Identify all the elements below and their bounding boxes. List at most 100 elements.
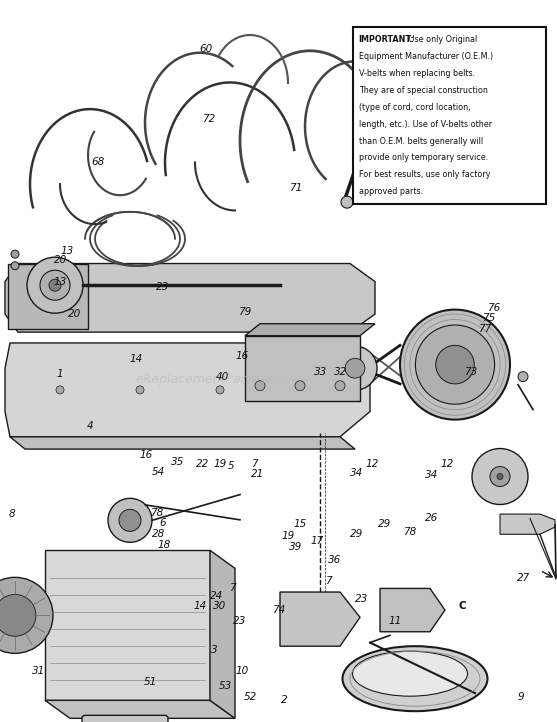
Text: 14: 14 <box>130 354 143 364</box>
Text: (type of cord, cord location,: (type of cord, cord location, <box>359 103 470 112</box>
Polygon shape <box>5 343 370 437</box>
Text: For best results, use only factory: For best results, use only factory <box>359 170 490 179</box>
Text: 72: 72 <box>202 114 216 124</box>
Text: than O.E.M. belts generally will: than O.E.M. belts generally will <box>359 136 483 146</box>
Circle shape <box>11 250 19 258</box>
Circle shape <box>490 466 510 487</box>
Text: 68: 68 <box>91 157 104 168</box>
Text: 26: 26 <box>425 513 438 523</box>
Text: 53: 53 <box>219 681 232 691</box>
Text: 7: 7 <box>325 576 332 586</box>
Text: length, etc.). Use of V-belts other: length, etc.). Use of V-belts other <box>359 120 492 129</box>
Text: 22: 22 <box>196 459 209 469</box>
Circle shape <box>400 310 510 419</box>
Circle shape <box>56 386 64 394</box>
Circle shape <box>296 386 304 394</box>
Text: 19: 19 <box>213 459 227 469</box>
Polygon shape <box>45 550 210 700</box>
Text: 13: 13 <box>53 277 67 287</box>
Text: 15: 15 <box>293 519 306 529</box>
Text: 18: 18 <box>158 540 171 550</box>
Text: 16: 16 <box>236 351 249 361</box>
Text: 36: 36 <box>328 554 341 565</box>
Text: 6: 6 <box>159 518 166 529</box>
Polygon shape <box>280 592 360 646</box>
Text: 31: 31 <box>32 666 46 677</box>
Circle shape <box>49 279 61 291</box>
Circle shape <box>436 345 474 384</box>
Text: 9: 9 <box>517 692 524 702</box>
Text: 30: 30 <box>213 601 227 612</box>
Text: 7: 7 <box>229 583 236 593</box>
FancyBboxPatch shape <box>353 27 546 204</box>
Ellipse shape <box>343 646 487 711</box>
Text: 77: 77 <box>478 323 491 334</box>
Circle shape <box>108 498 152 542</box>
Text: 28: 28 <box>152 529 165 539</box>
Circle shape <box>27 257 83 313</box>
Polygon shape <box>10 437 355 449</box>
Text: 27: 27 <box>517 573 530 583</box>
Text: 76: 76 <box>487 303 501 313</box>
Circle shape <box>341 196 353 208</box>
Text: 29: 29 <box>378 519 391 529</box>
Text: 4: 4 <box>87 421 94 431</box>
Circle shape <box>345 358 365 378</box>
Polygon shape <box>245 323 375 336</box>
Text: 20: 20 <box>67 309 81 319</box>
Text: 17: 17 <box>311 536 324 547</box>
Circle shape <box>40 270 70 300</box>
Circle shape <box>11 261 19 270</box>
Text: 12: 12 <box>441 459 454 469</box>
Text: 5: 5 <box>228 461 234 471</box>
Text: 12: 12 <box>365 459 379 469</box>
Text: 19: 19 <box>282 531 295 541</box>
Text: 13: 13 <box>60 246 74 256</box>
Text: 24: 24 <box>209 591 223 601</box>
Text: V-belts when replacing belts.: V-belts when replacing belts. <box>359 69 475 78</box>
Text: 60: 60 <box>199 44 213 54</box>
Text: 73: 73 <box>464 367 477 377</box>
Text: 2: 2 <box>281 695 287 705</box>
Text: 79: 79 <box>238 307 252 317</box>
Text: 51: 51 <box>144 677 157 687</box>
Circle shape <box>497 474 503 479</box>
Circle shape <box>295 380 305 391</box>
Text: IMPORTANT:: IMPORTANT: <box>359 35 414 45</box>
Circle shape <box>333 347 377 390</box>
Polygon shape <box>380 588 445 632</box>
Text: 21: 21 <box>251 469 264 479</box>
Circle shape <box>416 325 495 404</box>
Text: 35: 35 <box>170 457 184 467</box>
Text: 23: 23 <box>156 282 169 292</box>
Text: 1: 1 <box>57 369 63 379</box>
Text: 3: 3 <box>211 645 218 655</box>
Text: 23: 23 <box>233 616 246 626</box>
Circle shape <box>335 380 345 391</box>
Text: 14: 14 <box>194 601 207 612</box>
Text: 39: 39 <box>289 542 302 552</box>
Text: 23: 23 <box>355 594 369 604</box>
FancyBboxPatch shape <box>245 336 360 401</box>
Circle shape <box>0 594 36 636</box>
Text: 75: 75 <box>482 313 496 323</box>
Text: They are of special construction: They are of special construction <box>359 86 487 95</box>
Polygon shape <box>210 550 235 718</box>
Text: Use only Original: Use only Original <box>405 35 477 45</box>
Text: 33: 33 <box>314 367 327 377</box>
Text: 10: 10 <box>236 666 249 677</box>
Text: 32: 32 <box>334 367 348 377</box>
Text: 11: 11 <box>389 616 402 626</box>
Polygon shape <box>5 264 375 332</box>
FancyBboxPatch shape <box>82 716 168 722</box>
Text: approved parts.: approved parts. <box>359 187 423 196</box>
Circle shape <box>136 386 144 394</box>
Text: Equipment Manufacturer (O.E.M.): Equipment Manufacturer (O.E.M.) <box>359 52 493 61</box>
Circle shape <box>518 372 528 382</box>
Ellipse shape <box>353 651 467 696</box>
Circle shape <box>0 578 53 653</box>
Text: C: C <box>458 601 466 612</box>
Text: 7: 7 <box>251 459 258 469</box>
Circle shape <box>216 386 224 394</box>
Polygon shape <box>500 514 555 534</box>
